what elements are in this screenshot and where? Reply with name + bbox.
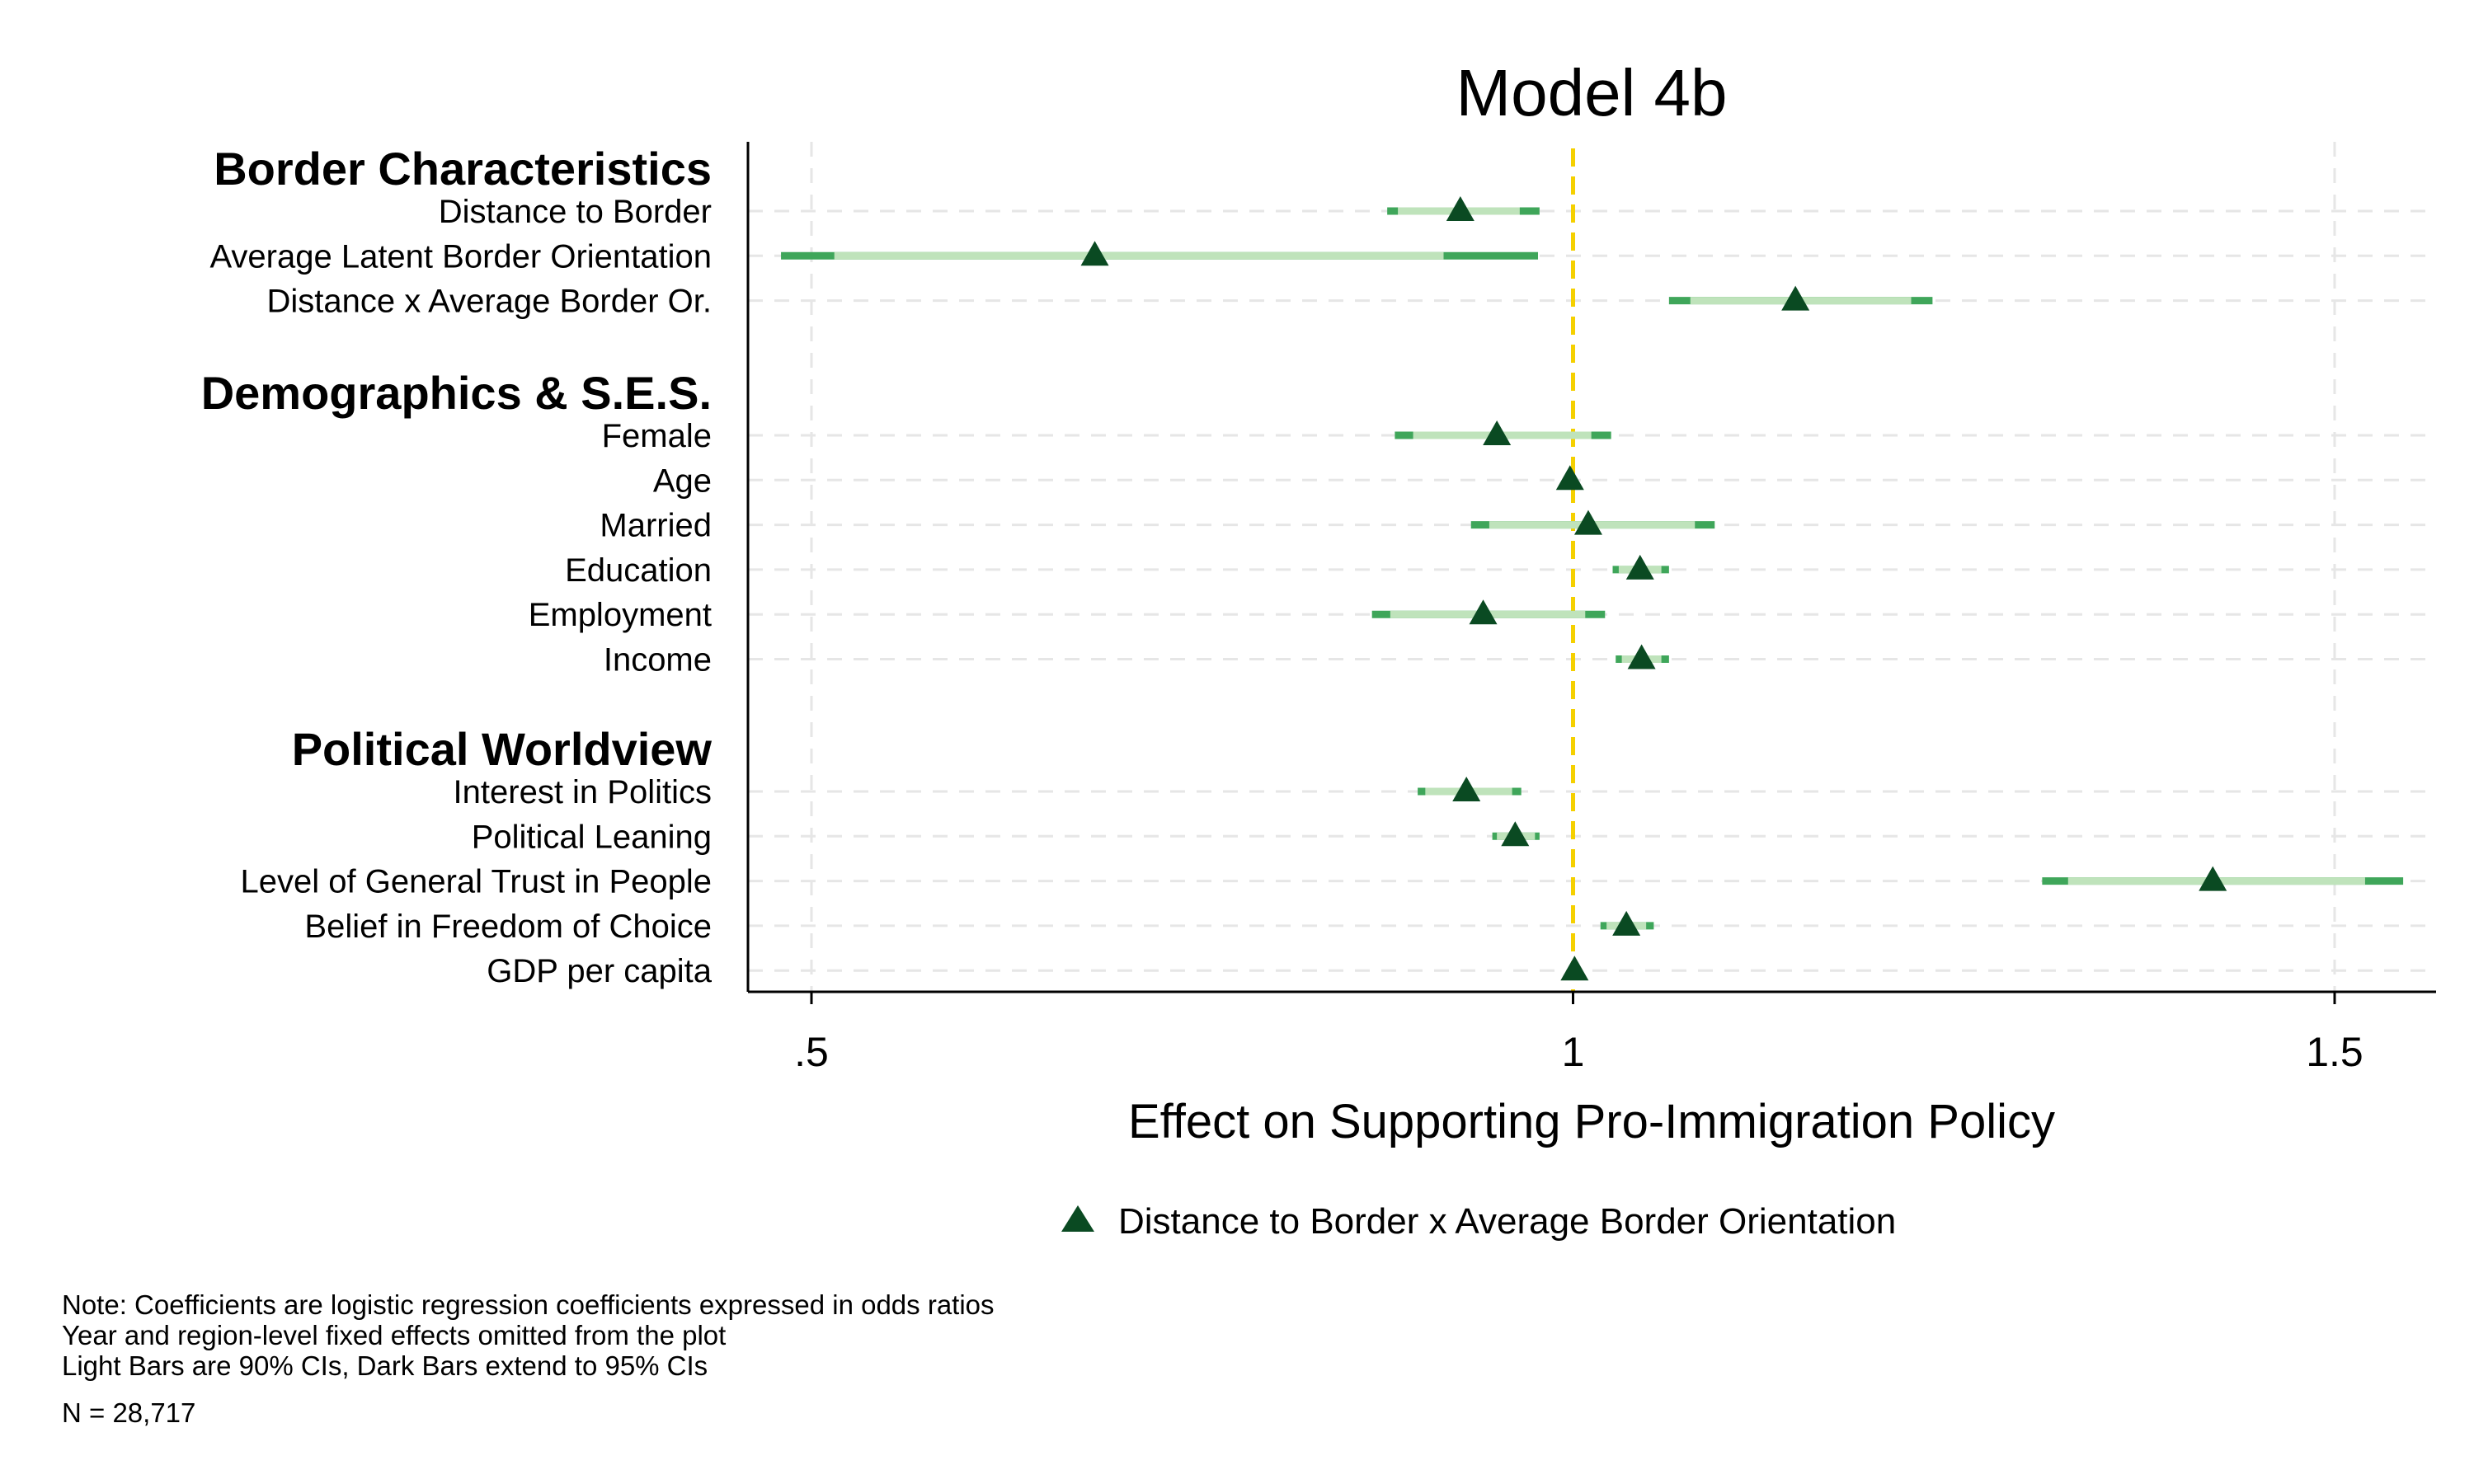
n-label: N = 28,717 [62, 1397, 195, 1428]
row-label: Belief in Freedom of Choice [304, 909, 712, 945]
estimate-triangle [2199, 866, 2227, 891]
group-heading: Demographics & S.E.S. [201, 367, 712, 419]
estimate-triangle [1452, 777, 1481, 801]
legend: Distance to Border x Average Border Orie… [1061, 1201, 1896, 1242]
row-label: Distance x Average Border Or. [266, 284, 712, 320]
estimate-triangle [1627, 644, 1656, 669]
row-label: Employment [529, 597, 712, 633]
estimate-triangle [1560, 956, 1589, 981]
chart-title: Model 4b [1456, 56, 1727, 129]
confidence-intervals [781, 207, 2404, 974]
estimate-triangle [1573, 510, 1602, 535]
legend-triangle-icon [1061, 1205, 1094, 1232]
row-label: Female [602, 418, 712, 454]
axes [746, 142, 2436, 993]
estimate-triangle [1612, 910, 1641, 936]
row-labels: Border Characteristics Demographics & S.E… [201, 143, 713, 989]
estimate-triangle [1080, 241, 1109, 266]
row-label: Level of General Trust in People [241, 864, 712, 900]
row-label: Distance to Border [439, 194, 712, 230]
x-ticks: .5 1 1.5 [794, 992, 2363, 1075]
row-label: Education [565, 552, 712, 589]
estimate-triangle [1483, 420, 1512, 445]
estimate-triangle [1501, 821, 1530, 847]
x-tick-label: 1 [1562, 1029, 1585, 1075]
x-tick-label: .5 [794, 1029, 829, 1075]
estimate-markers [1080, 196, 2227, 981]
estimate-triangle [1446, 196, 1475, 221]
estimate-triangle [1625, 554, 1654, 580]
x-axis-title: Effect on Supporting Pro-Immigration Pol… [1128, 1095, 2055, 1148]
row-label: Political Leaning [472, 819, 712, 855]
estimate-triangle [1555, 465, 1584, 491]
row-label: GDP per capita [487, 953, 712, 989]
group-heading: Political Worldview [292, 723, 713, 775]
grid-lines [748, 142, 2436, 992]
note-line-3: Light Bars are 90% CIs, Dark Bars extend… [62, 1350, 708, 1381]
row-label: Married [600, 508, 712, 544]
row-label: Income [604, 642, 712, 679]
row-label: Age [653, 463, 712, 499]
legend-label: Distance to Border x Average Border Orie… [1118, 1201, 1896, 1242]
row-label: Average Latent Border Orientation [209, 238, 712, 275]
group-heading: Border Characteristics [214, 143, 712, 195]
chart-notes: Note: Coefficients are logistic regressi… [62, 1289, 995, 1428]
x-tick-label: 1.5 [2306, 1029, 2363, 1075]
note-line-1: Note: Coefficients are logistic regressi… [62, 1289, 995, 1320]
estimate-triangle [1469, 599, 1498, 625]
note-line-2: Year and region-level fixed effects omit… [62, 1320, 726, 1350]
estimate-triangle [1781, 285, 1810, 311]
row-label: Interest in Politics [454, 774, 712, 810]
